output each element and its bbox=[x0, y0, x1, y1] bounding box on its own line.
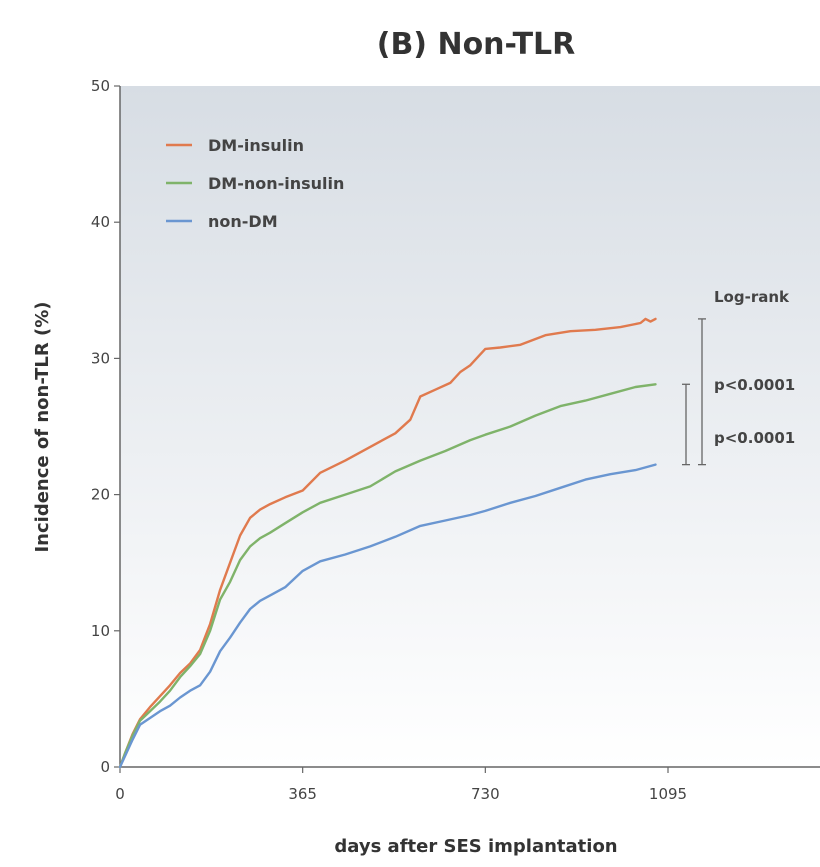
logrank-label: Log-rank bbox=[714, 288, 790, 306]
y-tick-label: 20 bbox=[91, 486, 110, 504]
y-tick-label: 30 bbox=[91, 349, 110, 367]
x-axis-ticks: 0 365 730 1095 bbox=[115, 767, 687, 803]
y-tick-label: 40 bbox=[91, 213, 110, 231]
axes bbox=[119, 86, 820, 768]
series-line-non-dm bbox=[118, 463, 657, 769]
pvalue-annotations: Log-rank p<0.0001 p<0.0001 bbox=[682, 288, 795, 466]
legend-label: non-DM bbox=[208, 212, 278, 231]
legend-label: DM-insulin bbox=[208, 136, 304, 155]
x-axis-label: days after SES implantation bbox=[334, 836, 617, 857]
y-axis-label: Incidence of non-TLR (%) bbox=[32, 301, 53, 552]
plot-background bbox=[120, 86, 820, 767]
y-tick-label: 10 bbox=[91, 622, 110, 640]
pvalue-label: p<0.0001 bbox=[714, 376, 795, 394]
x-tick-label: 365 bbox=[288, 785, 317, 803]
series-line-dm-insulin bbox=[118, 317, 657, 769]
y-tick-label: 0 bbox=[100, 758, 110, 776]
x-tick-label: 1095 bbox=[649, 785, 687, 803]
y-tick-label: 50 bbox=[91, 77, 110, 95]
x-tick-label: 730 bbox=[471, 785, 500, 803]
series-lines bbox=[118, 317, 657, 769]
pvalue-label: p<0.0001 bbox=[714, 429, 795, 447]
x-tick-label: 0 bbox=[115, 785, 125, 803]
legend: DM-insulin DM-non-insulin non-DM bbox=[166, 136, 344, 231]
y-axis-ticks: 0 10 20 30 40 50 bbox=[91, 77, 120, 776]
chart-title: (B) Non-TLR bbox=[377, 27, 576, 62]
legend-label: DM-non-insulin bbox=[208, 174, 344, 193]
series-line-dm-non-insulin bbox=[118, 383, 657, 769]
